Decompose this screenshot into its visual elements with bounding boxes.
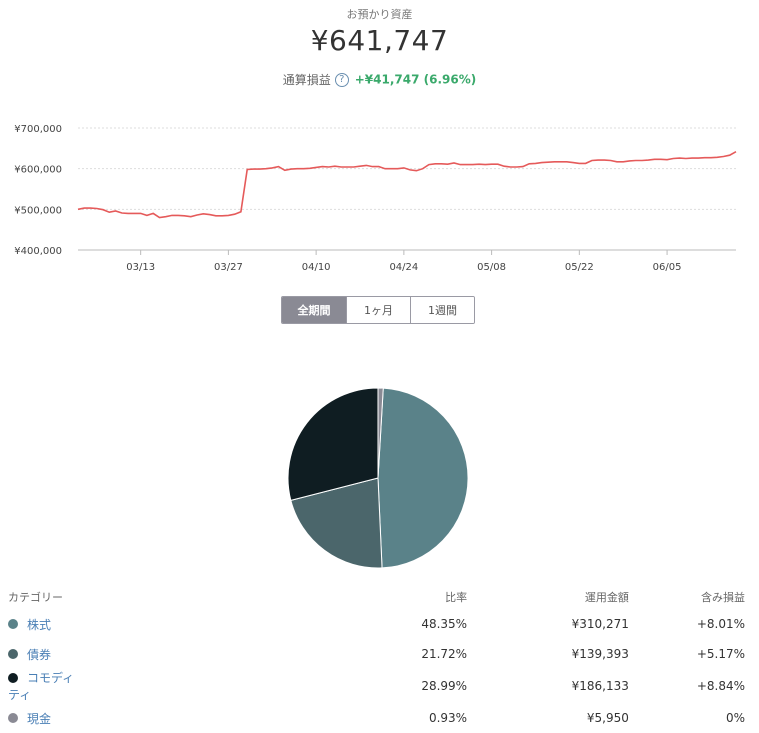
y-tick-label: ¥400,000 xyxy=(14,246,62,257)
legend-dot xyxy=(8,672,18,683)
table-row-cash: 現金 0.93% ¥5,950 0% xyxy=(0,703,759,733)
asset-history-chart: ¥400,000 ¥500,000 ¥600,000 ¥700,000 03/13 03/… xyxy=(14,124,737,273)
y-tick-label: ¥700,000 xyxy=(14,124,62,135)
category-link-stocks[interactable]: 株式 xyxy=(27,617,52,632)
legend-dot xyxy=(8,619,18,629)
total-balance: ¥641,747 xyxy=(310,24,449,57)
category-link-commodities[interactable]: コモディティ xyxy=(8,671,75,702)
period-tab-all[interactable]: 全期間 xyxy=(282,297,346,323)
ratio-cell: 48.35% xyxy=(421,617,468,631)
table-row-bonds: 債券 21.72% ¥139,393 +5.17% xyxy=(0,639,759,669)
y-tick-label: ¥600,000 xyxy=(14,165,62,176)
period-tab-1month[interactable]: 1ヶ月 xyxy=(346,297,410,323)
total-profit-row: 通算損益? +¥41,747 (6.96%) xyxy=(0,71,759,88)
series-line xyxy=(77,151,737,219)
x-tick-label: 04/24 xyxy=(389,262,418,273)
x-tick-label: 05/08 xyxy=(477,262,506,273)
period-selector: 全期間 1ヶ月 1週間 xyxy=(281,296,475,324)
pie-slice xyxy=(290,477,383,569)
table-header-row: カテゴリー 比率 運用金額 含み損益 xyxy=(0,585,759,609)
legend-dot xyxy=(8,649,18,659)
pie-slice xyxy=(377,387,384,479)
help-icon[interactable]: ? xyxy=(334,72,349,87)
ratio-cell: 28.99% xyxy=(421,679,468,693)
period-tab-1week[interactable]: 1週間 xyxy=(410,297,474,323)
balance-label: お預かり資産 xyxy=(346,8,413,21)
x-tick-label: 03/13 xyxy=(126,262,155,273)
amount-cell: ¥5,950 xyxy=(586,711,629,725)
pl-cell: 0% xyxy=(725,711,745,725)
header-ratio: 比率 xyxy=(445,591,468,604)
table-row-stocks: 株式 48.35% ¥310,271 +8.01% xyxy=(0,609,759,639)
amount-cell: ¥139,393 xyxy=(571,647,629,661)
ratio-cell: 21.72% xyxy=(421,647,468,661)
x-tick-label: 05/22 xyxy=(565,262,594,273)
header-category: カテゴリー xyxy=(8,591,63,604)
x-tick-label: 06/05 xyxy=(653,262,682,273)
ratio-cell: 0.93% xyxy=(428,711,468,725)
profit-label: 通算損益 xyxy=(282,73,331,87)
pl-cell: +8.84% xyxy=(696,679,745,693)
category-link-bonds[interactable]: 債券 xyxy=(27,647,52,662)
legend-dot xyxy=(8,713,18,723)
amount-cell: ¥186,133 xyxy=(571,679,629,693)
header-amount: 運用金額 xyxy=(584,591,629,604)
pie-slice xyxy=(377,387,469,569)
pl-cell: +8.01% xyxy=(696,617,745,631)
profit-value: +¥41,747 (6.96%) xyxy=(354,72,477,87)
y-tick-label: ¥500,000 xyxy=(14,205,62,216)
pie-slice xyxy=(287,387,379,501)
x-tick-label: 04/10 xyxy=(302,262,331,273)
allocation-table: カテゴリー 比率 運用金額 含み損益 株式 48.35% ¥310,271 +8… xyxy=(0,585,759,733)
x-tick-label: 03/27 xyxy=(214,262,243,273)
header-pl: 含み損益 xyxy=(701,591,745,604)
amount-cell: ¥310,271 xyxy=(571,617,629,631)
table-row-commodities: コモディティ 28.99% ¥186,133 +8.84% xyxy=(0,669,759,703)
pl-cell: +5.17% xyxy=(696,647,745,661)
allocation-pie-chart xyxy=(287,387,469,569)
category-link-cash[interactable]: 現金 xyxy=(27,711,52,726)
